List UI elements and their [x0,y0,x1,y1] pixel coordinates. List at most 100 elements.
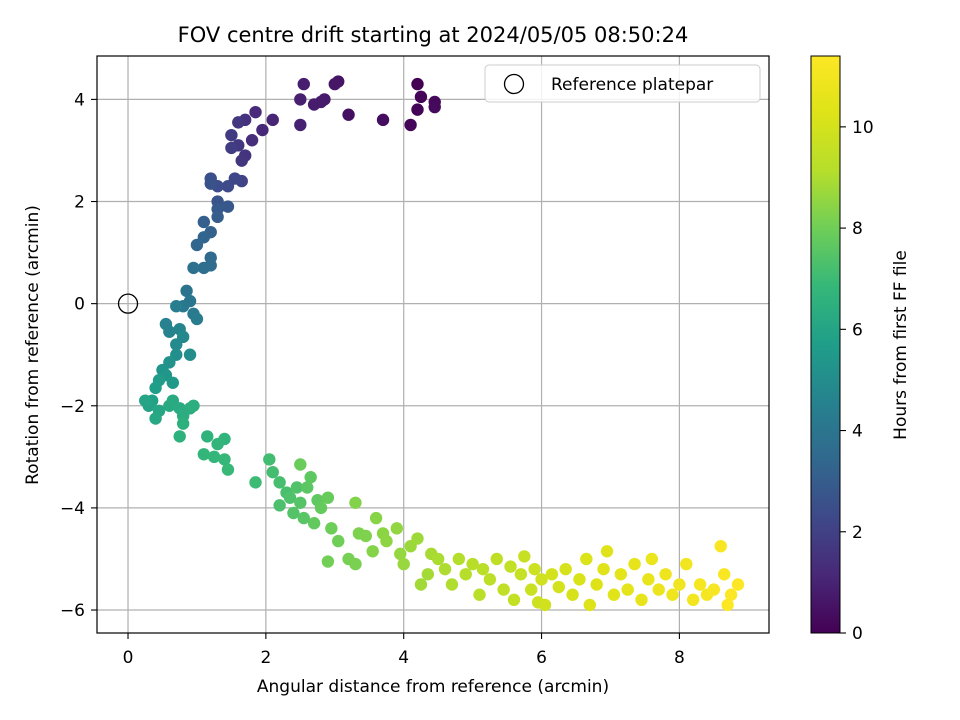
data-point [514,568,528,581]
x-axis-label: Angular distance from reference (arcmin) [257,677,609,697]
data-point [170,338,183,351]
data-point [207,450,221,464]
x-tick-label: 0 [123,648,134,668]
data-point [628,557,641,571]
data-point [666,588,679,601]
data-point [249,105,262,119]
data-point [411,77,424,91]
data-point [645,552,659,566]
colorbar-label: Hours from first FF file [891,250,911,440]
legend-box [484,64,761,103]
data-point [190,312,204,326]
y-axis-label: Rotation from reference (arcmin) [23,205,43,485]
legend-marker-circle [503,73,525,95]
data-point [707,583,721,596]
data-point [321,491,335,504]
data-point [204,177,217,190]
data-point [197,215,211,229]
data-point [187,399,200,412]
data-point [476,562,490,576]
data-point [273,499,286,512]
data-point [287,506,300,520]
data-point [438,562,452,576]
data-point [235,154,248,167]
data-point [583,598,596,612]
colorbar-tick-label: 4 [852,422,863,442]
data-point [680,557,693,571]
data-point [359,529,372,543]
data-point [307,98,321,111]
data-point [369,511,383,525]
data-point [421,568,435,581]
data-point [173,430,186,443]
y-tick-label: 4 [74,90,85,110]
data-point [483,573,497,586]
colorbar-tick-label: 10 [852,118,874,138]
data-point [166,376,180,389]
data-point [580,552,593,566]
data-point [404,118,417,132]
data-point [621,583,634,596]
data-point [139,394,152,407]
data-point [731,578,745,591]
data-point [459,568,472,581]
data-point [590,578,603,591]
data-point [466,557,479,571]
data-point [390,522,404,535]
colorbar-tick-label: 2 [852,523,863,543]
data-point [249,476,262,489]
data-point [294,118,307,132]
data-point [180,284,193,298]
data-point [397,557,410,571]
data-point [504,560,517,573]
data-point [473,588,486,601]
y-tick-label: 2 [74,193,85,213]
data-point [573,573,586,586]
data-point [431,552,445,566]
data-point [221,180,235,193]
data-point [718,568,731,581]
x-tick-label: 2 [260,648,271,668]
data-point [673,578,686,591]
colorbar-tick-label: 6 [852,320,863,340]
data-point [635,593,648,607]
data-point [304,471,317,484]
data-point [428,100,441,114]
plot-frame [96,55,770,634]
data-point [607,588,621,601]
colorbar-gradient [810,55,841,634]
data-point [642,573,655,586]
data-point [225,141,238,155]
data-point [597,562,610,576]
x-tick-label: 4 [398,648,409,668]
data-point [714,539,727,553]
x-tick-label: 8 [674,648,685,668]
data-point [190,238,204,252]
data-point [452,552,466,566]
data-point [294,458,307,471]
data-point [211,437,224,451]
data-point [538,598,552,612]
data-point [263,453,276,466]
data-point [414,90,428,104]
legend: Reference platepar [484,64,761,103]
data-point [366,545,379,558]
data-point [535,573,548,586]
data-point [273,476,286,489]
data-point [686,593,700,607]
data-point [380,534,393,548]
data-point [693,578,707,591]
grid-lines [97,56,769,633]
data-point [201,430,214,443]
data-point [659,568,672,581]
data-point [652,583,665,596]
data-point [321,555,335,568]
data-point [314,501,328,515]
data-point [307,517,321,530]
reference-platepar-marker [117,293,139,314]
data-point [552,580,565,594]
x-tick-label: 6 [536,648,547,668]
y-tick-label: 0 [74,295,85,315]
data-point [163,325,176,338]
data-point [528,562,541,576]
